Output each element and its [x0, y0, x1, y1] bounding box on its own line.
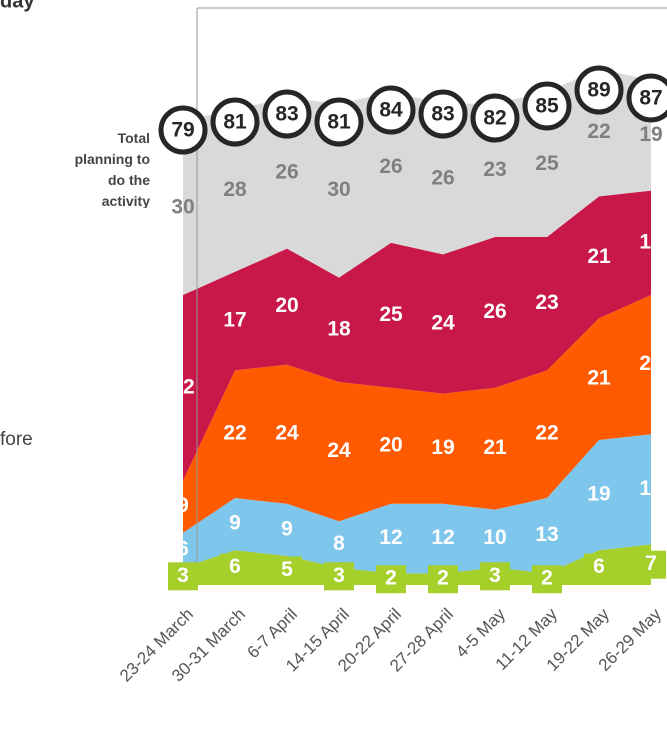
label-box	[220, 553, 250, 582]
value-label: 18	[327, 317, 351, 340]
value-label: 24	[275, 422, 299, 445]
value-label: 24	[639, 352, 663, 375]
value-label: 26	[275, 161, 298, 184]
total-label: 79	[171, 119, 194, 142]
total-label: 85	[535, 95, 559, 118]
value-label: 22	[587, 120, 610, 143]
totals-label: Total planning to do the activity	[74, 130, 150, 208]
value-label: 22	[535, 422, 558, 445]
label-box	[168, 562, 198, 591]
value-label: 22	[223, 422, 246, 445]
value-label: 19	[639, 477, 662, 500]
total-circle	[314, 97, 364, 147]
value-label: 19	[431, 436, 454, 459]
value-label: 20	[275, 294, 298, 317]
label-box	[324, 562, 354, 591]
value-label: 2	[385, 567, 397, 590]
value-label: 21	[483, 436, 507, 459]
value-label: 23	[483, 158, 506, 181]
value-label: 19	[639, 123, 662, 146]
value-label: 6	[229, 555, 241, 578]
label-box	[272, 556, 302, 585]
value-label: 21	[587, 367, 611, 390]
value-label: 26	[431, 167, 454, 190]
area	[183, 295, 651, 533]
total-circle	[158, 105, 208, 155]
value-label: 25	[379, 303, 403, 326]
value-label: 24	[431, 312, 455, 335]
total-label: 83	[431, 103, 454, 126]
value-label: 2	[437, 567, 449, 590]
total-label: 84	[379, 99, 403, 122]
value-label: 18	[639, 230, 663, 253]
total-circle	[262, 89, 312, 139]
total-label: 87	[639, 87, 662, 110]
label-box	[584, 553, 614, 582]
chart-title: day	[0, 0, 35, 12]
total-circle	[418, 89, 468, 139]
label-box	[636, 550, 666, 579]
value-label: 26	[483, 300, 506, 323]
value-label: 30	[327, 178, 350, 201]
area	[183, 190, 651, 481]
value-label: 7	[645, 552, 657, 575]
value-label: 26	[379, 155, 402, 178]
value-label: 21	[587, 245, 611, 268]
value-label: 2	[541, 567, 553, 590]
value-label: 25	[535, 152, 559, 175]
total-circle	[470, 93, 520, 143]
total-circle	[574, 65, 624, 115]
label-box	[376, 565, 406, 594]
value-label: 20	[379, 433, 402, 456]
total-label: 89	[587, 79, 610, 102]
value-label: 3	[177, 564, 189, 587]
value-label: 3	[333, 564, 345, 587]
value-label: 9	[229, 512, 241, 535]
total-circle	[210, 97, 260, 147]
area	[183, 434, 651, 574]
total-label: 81	[223, 111, 247, 134]
value-label: 32	[171, 375, 194, 398]
value-label: 9	[281, 517, 293, 540]
value-label: 8	[333, 532, 345, 555]
value-label: 24	[327, 439, 351, 462]
value-label: 17	[223, 309, 246, 332]
total-label: 83	[275, 103, 298, 126]
total-circle	[366, 85, 416, 135]
total-circle	[522, 81, 572, 131]
value-label: 6	[593, 555, 605, 578]
value-label: 23	[535, 291, 558, 314]
value-label: 19	[587, 483, 610, 506]
value-label: 12	[431, 526, 454, 549]
label-box	[428, 565, 458, 594]
note: fore	[0, 429, 33, 450]
value-label: 12	[379, 526, 402, 549]
totals-label-box: Total planning to do the activity	[74, 130, 150, 208]
value-label: 13	[535, 523, 558, 546]
total-label: 82	[483, 107, 506, 130]
value-label: 5	[281, 558, 293, 581]
value-label: 10	[483, 526, 506, 549]
value-label: 3	[489, 564, 501, 587]
label-box	[480, 562, 510, 591]
value-label: 6	[177, 538, 189, 561]
value-label: 9	[177, 494, 189, 517]
value-label: 28	[223, 178, 247, 201]
value-label: 30	[171, 196, 194, 219]
label-box	[532, 565, 562, 594]
total-circle	[626, 73, 667, 123]
total-label: 81	[327, 111, 351, 134]
